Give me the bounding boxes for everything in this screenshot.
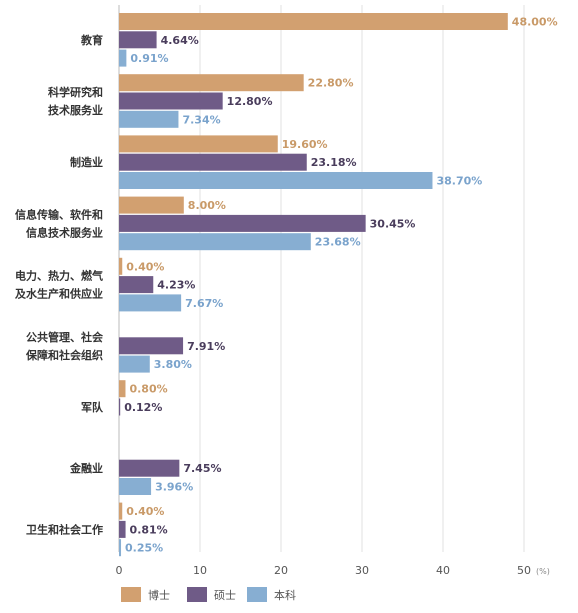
category-label-7-0: 金融业 bbox=[69, 461, 103, 475]
bar-硕士-4 bbox=[119, 276, 154, 294]
data-label-硕士-5: 7.91% bbox=[187, 340, 225, 353]
bar-博士-6 bbox=[119, 380, 126, 398]
bar-博士-1 bbox=[119, 74, 304, 92]
category-label-3-1: 信息技术服务业 bbox=[26, 225, 103, 239]
category-label-5-1: 保障和社会组织 bbox=[25, 348, 103, 362]
x-tick-label-20: 20 bbox=[274, 564, 288, 577]
legend-label-本科: 本科 bbox=[274, 588, 296, 602]
data-label-博士-8: 0.40% bbox=[126, 505, 164, 518]
bar-本科-5 bbox=[119, 355, 150, 373]
x-axis-unit: (%) bbox=[536, 567, 550, 576]
data-label-本科-7: 3.96% bbox=[155, 481, 193, 494]
category-label-3-0: 信息传输、软件和 bbox=[15, 207, 103, 221]
bar-硕士-6 bbox=[119, 398, 121, 416]
data-label-硕士-6: 0.12% bbox=[124, 401, 162, 414]
bar-博士-0 bbox=[119, 13, 508, 30]
bar-硕士-2 bbox=[119, 153, 307, 171]
data-label-博士-4: 0.40% bbox=[126, 260, 164, 273]
data-label-本科-5: 3.80% bbox=[154, 358, 192, 371]
data-label-本科-8: 0.25% bbox=[125, 542, 163, 555]
data-label-本科-2: 38.70% bbox=[436, 175, 482, 188]
bar-硕士-8 bbox=[119, 520, 126, 538]
category-label-4-0: 电力、热力、燃气 bbox=[15, 269, 103, 283]
category-label-1-0: 科学研究和 bbox=[48, 85, 103, 99]
bar-本科-3 bbox=[119, 233, 311, 251]
legend-label-硕士: 硕士 bbox=[214, 589, 236, 602]
x-tick-label-10: 10 bbox=[193, 564, 207, 577]
bar-博士-2 bbox=[119, 135, 278, 153]
bar-博士-4 bbox=[119, 257, 123, 275]
bar-本科-4 bbox=[119, 294, 182, 312]
data-label-硕士-4: 4.23% bbox=[157, 279, 195, 292]
data-label-硕士-2: 23.18% bbox=[311, 156, 357, 169]
category-label-4-1: 及水生产和供应业 bbox=[15, 287, 103, 301]
data-label-硕士-3: 30.45% bbox=[370, 217, 416, 230]
category-label-6-0: 军队 bbox=[81, 400, 104, 414]
legend-swatch-博士 bbox=[121, 587, 141, 602]
category-label-0-0: 教育 bbox=[80, 33, 103, 47]
data-label-博士-6: 0.80% bbox=[129, 383, 167, 396]
legend-swatch-本科 bbox=[247, 587, 267, 602]
x-tick-label-30: 30 bbox=[355, 564, 369, 577]
legend-label-博士: 博士 bbox=[148, 589, 170, 602]
data-label-本科-0: 0.91% bbox=[130, 52, 168, 65]
bar-本科-8 bbox=[119, 539, 122, 557]
bar-本科-7 bbox=[119, 478, 152, 495]
data-label-硕士-7: 7.45% bbox=[183, 462, 221, 475]
category-label-1-1: 技术服务业 bbox=[48, 103, 103, 117]
data-label-博士-2: 19.60% bbox=[282, 138, 328, 151]
bar-博士-3 bbox=[119, 196, 184, 214]
data-label-本科-1: 7.34% bbox=[182, 113, 220, 126]
category-label-2-0: 制造业 bbox=[70, 155, 103, 169]
data-label-博士-3: 8.00% bbox=[188, 199, 226, 212]
category-label-8-0: 卫生和社会工作 bbox=[26, 522, 103, 536]
bar-本科-1 bbox=[119, 110, 179, 128]
bar-硕士-1 bbox=[119, 92, 223, 110]
data-label-硕士-0: 4.64% bbox=[161, 34, 199, 47]
bar-本科-0 bbox=[119, 49, 127, 67]
x-tick-label-40: 40 bbox=[436, 564, 450, 577]
legend-swatch-硕士 bbox=[187, 587, 207, 602]
data-label-本科-3: 23.68% bbox=[315, 236, 361, 249]
data-label-博士-1: 22.80% bbox=[308, 77, 354, 90]
bar-硕士-0 bbox=[119, 31, 157, 49]
x-tick-label-50: 50 bbox=[517, 564, 531, 577]
data-label-硕士-1: 12.80% bbox=[227, 95, 273, 108]
bar-硕士-3 bbox=[119, 214, 366, 232]
bar-博士-8 bbox=[119, 502, 123, 520]
bar-硕士-7 bbox=[119, 459, 180, 477]
x-tick-label-0: 0 bbox=[116, 564, 123, 577]
data-label-硕士-8: 0.81% bbox=[130, 523, 168, 536]
category-label-5-0: 公共管理、社会 bbox=[26, 330, 104, 344]
data-label-本科-4: 7.67% bbox=[185, 297, 223, 310]
bar-本科-2 bbox=[119, 172, 433, 189]
bar-硕士-5 bbox=[119, 337, 184, 355]
data-label-博士-0: 48.00% bbox=[512, 16, 558, 29]
